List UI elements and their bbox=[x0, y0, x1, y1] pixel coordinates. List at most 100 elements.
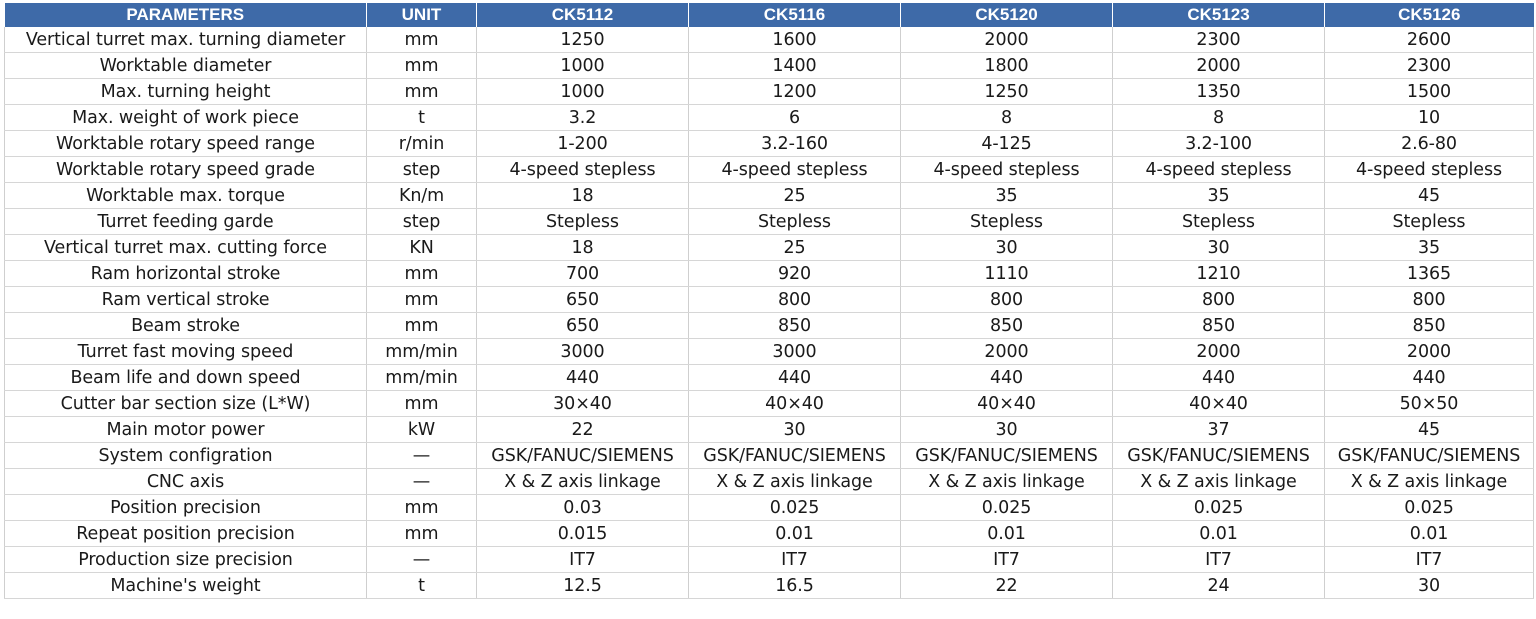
ck5116-value: X & Z axis linkage bbox=[688, 468, 901, 495]
parameter-cell: Max. turning height bbox=[4, 78, 367, 105]
ck5123-value: 30 bbox=[1112, 234, 1325, 261]
ck5120-value: 30 bbox=[900, 234, 1113, 261]
ck5120-value: 4-125 bbox=[900, 130, 1113, 157]
ck5126-value: 45 bbox=[1324, 182, 1534, 209]
ck5120-value: 2000 bbox=[900, 27, 1113, 53]
ck5123-value: 0.025 bbox=[1112, 494, 1325, 521]
unit-cell: step bbox=[366, 208, 477, 235]
parameter-cell: Main motor power bbox=[4, 416, 367, 443]
ck5116-value: 30 bbox=[688, 416, 901, 443]
table-header: PARAMETERS UNIT CK5112 CK5116 CK5120 CK5… bbox=[4, 3, 1534, 27]
ck5126-value: 0.01 bbox=[1324, 520, 1534, 547]
table-row: Machine's weight t 12.5 16.5 22 24 30 bbox=[4, 572, 1534, 599]
unit-cell: t bbox=[366, 104, 477, 131]
ck5123-value: 8 bbox=[1112, 104, 1325, 131]
ck5112-value: 30×40 bbox=[476, 390, 689, 417]
ck5123-value: 850 bbox=[1112, 312, 1325, 339]
ck5120-value: 1800 bbox=[900, 52, 1113, 79]
unit-cell: mm bbox=[366, 520, 477, 547]
ck5126-value: 10 bbox=[1324, 104, 1534, 131]
ck5112-value: 22 bbox=[476, 416, 689, 443]
ck5120-value: 22 bbox=[900, 572, 1113, 599]
ck5112-value: 18 bbox=[476, 234, 689, 261]
table-row: Worktable diameter mm 1000 1400 1800 2000 2300 bbox=[4, 52, 1534, 79]
ck5126-value: 2000 bbox=[1324, 338, 1534, 365]
ck5112-value: 1000 bbox=[476, 52, 689, 79]
header-ck5116: CK5116 bbox=[688, 3, 901, 27]
unit-cell: kW bbox=[366, 416, 477, 443]
ck5123-value: 0.01 bbox=[1112, 520, 1325, 547]
ck5112-value: 650 bbox=[476, 312, 689, 339]
unit-cell: mm bbox=[366, 390, 477, 417]
ck5116-value: 16.5 bbox=[688, 572, 901, 599]
table-row: Ram vertical stroke mm 650 800 800 800 800 bbox=[4, 286, 1534, 313]
parameter-cell: Ram horizontal stroke bbox=[4, 260, 367, 287]
ck5126-value: 1365 bbox=[1324, 260, 1534, 287]
unit-cell: — bbox=[366, 468, 477, 495]
header-parameters: PARAMETERS bbox=[4, 3, 367, 27]
ck5126-value: 45 bbox=[1324, 416, 1534, 443]
unit-cell: r/min bbox=[366, 130, 477, 157]
parameter-cell: CNC axis bbox=[4, 468, 367, 495]
ck5123-value: IT7 bbox=[1112, 546, 1325, 573]
ck5123-value: 2000 bbox=[1112, 52, 1325, 79]
ck5123-value: Stepless bbox=[1112, 208, 1325, 235]
ck5120-value: IT7 bbox=[900, 546, 1113, 573]
ck5112-value: GSK/FANUC/SIEMENS bbox=[476, 442, 689, 469]
unit-cell: mm bbox=[366, 27, 477, 53]
unit-cell: — bbox=[366, 442, 477, 469]
parameter-cell: Turret feeding garde bbox=[4, 208, 367, 235]
ck5126-value: 2.6-80 bbox=[1324, 130, 1534, 157]
parameter-cell: Beam life and down speed bbox=[4, 364, 367, 391]
ck5123-value: X & Z axis linkage bbox=[1112, 468, 1325, 495]
table-row: CNC axis — X & Z axis linkage X & Z axis li… bbox=[4, 468, 1534, 495]
ck5126-value: 800 bbox=[1324, 286, 1534, 313]
ck5126-value: X & Z axis linkage bbox=[1324, 468, 1534, 495]
ck5116-value: Stepless bbox=[688, 208, 901, 235]
unit-cell: t bbox=[366, 572, 477, 599]
ck5112-value: Stepless bbox=[476, 208, 689, 235]
ck5126-value: 50×50 bbox=[1324, 390, 1534, 417]
ck5112-value: 3.2 bbox=[476, 104, 689, 131]
ck5120-value: 4-speed stepless bbox=[900, 156, 1113, 183]
ck5126-value: 0.025 bbox=[1324, 494, 1534, 521]
ck5120-value: 0.01 bbox=[900, 520, 1113, 547]
ck5116-value: 1200 bbox=[688, 78, 901, 105]
ck5123-value: 24 bbox=[1112, 572, 1325, 599]
ck5116-value: 0.025 bbox=[688, 494, 901, 521]
ck5112-value: 18 bbox=[476, 182, 689, 209]
parameter-cell: Position precision bbox=[4, 494, 367, 521]
ck5120-value: 35 bbox=[900, 182, 1113, 209]
ck5116-value: 1600 bbox=[688, 27, 901, 53]
ck5126-value: Stepless bbox=[1324, 208, 1534, 235]
unit-cell: mm bbox=[366, 260, 477, 287]
parameter-cell: Vertical turret max. cutting force bbox=[4, 234, 367, 261]
ck5112-value: 12.5 bbox=[476, 572, 689, 599]
ck5120-value: 8 bbox=[900, 104, 1113, 131]
ck5123-value: 40×40 bbox=[1112, 390, 1325, 417]
ck5112-value: 0.015 bbox=[476, 520, 689, 547]
ck5116-value: IT7 bbox=[688, 546, 901, 573]
table-row: Worktable rotary speed grade step 4-speed … bbox=[4, 156, 1534, 183]
ck5112-value: IT7 bbox=[476, 546, 689, 573]
table-row: Vertical turret max. turning diameter mm 1… bbox=[4, 27, 1534, 53]
table-row: Worktable rotary speed range r/min 1-200 3.… bbox=[4, 130, 1534, 157]
ck5126-value: 1500 bbox=[1324, 78, 1534, 105]
ck5123-value: 37 bbox=[1112, 416, 1325, 443]
ck5123-value: 1350 bbox=[1112, 78, 1325, 105]
table-row: Main motor power kW 22 30 30 37 45 bbox=[4, 416, 1534, 443]
ck5112-value: 0.03 bbox=[476, 494, 689, 521]
ck5116-value: 3.2-160 bbox=[688, 130, 901, 157]
ck5120-value: Stepless bbox=[900, 208, 1113, 235]
parameter-cell: Turret fast moving speed bbox=[4, 338, 367, 365]
ck5120-value: 0.025 bbox=[900, 494, 1113, 521]
ck5126-value: 35 bbox=[1324, 234, 1534, 261]
unit-cell: mm bbox=[366, 312, 477, 339]
ck5112-value: 4-speed stepless bbox=[476, 156, 689, 183]
ck5116-value: 4-speed stepless bbox=[688, 156, 901, 183]
ck5120-value: 30 bbox=[900, 416, 1113, 443]
parameter-cell: Worktable diameter bbox=[4, 52, 367, 79]
table-row: Position precision mm 0.03 0.025 0.025 0.025 0… bbox=[4, 494, 1534, 521]
parameter-cell: Ram vertical stroke bbox=[4, 286, 367, 313]
header-row: PARAMETERS UNIT CK5112 CK5116 CK5120 CK5… bbox=[4, 3, 1534, 27]
